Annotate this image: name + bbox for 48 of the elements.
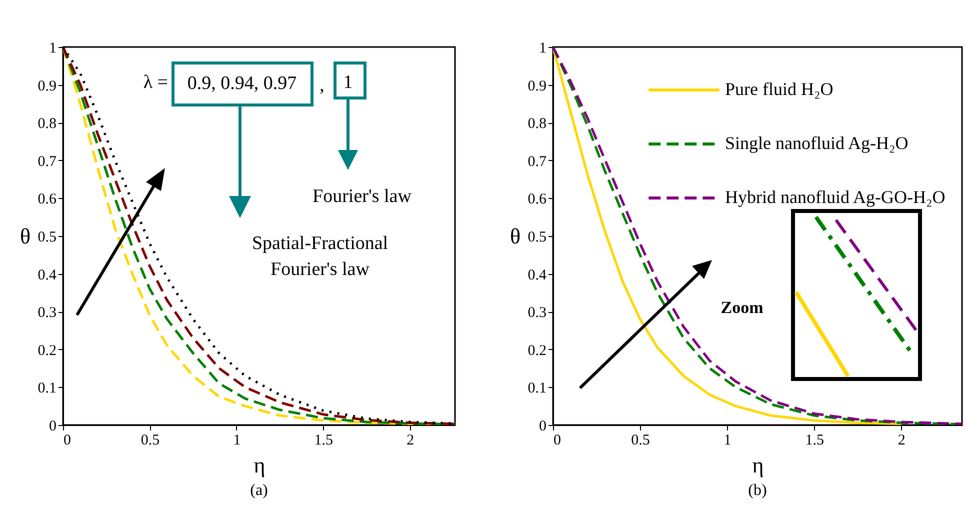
y-axis-title: θ — [510, 224, 520, 248]
y-tick-label: 0.7 — [528, 154, 547, 170]
x-axis-title: η — [752, 452, 764, 478]
x-tick-label: 0.5 — [631, 432, 650, 448]
y-tick-label: 0.1 — [528, 380, 546, 397]
x-tick-label: 2 — [898, 432, 906, 448]
y-tick-label: 0.3 — [38, 305, 56, 322]
y-tick-label: 0 — [539, 418, 546, 434]
y-tick-label: 0.4 — [38, 267, 57, 284]
annotation: 1 — [343, 72, 353, 93]
legend-label: Hybrid nanofluid Ag-GO-H₂O — [725, 187, 946, 207]
legend-label: Pure fluid H₂O — [725, 79, 834, 99]
x-tick-label: 0.5 — [140, 432, 160, 448]
annotation: λ = — [143, 72, 168, 93]
legend-label: Single nanofluid Ag-H₂O — [725, 133, 908, 153]
x-axis-title: η — [254, 452, 266, 478]
annotation: 0.9, 0.94, 0.97 — [187, 73, 297, 94]
y-tick-label: 0.2 — [528, 342, 546, 359]
text: (a) — [250, 482, 268, 499]
y-tick-label: 0.9 — [528, 78, 546, 94]
y-tick-label: 0 — [49, 418, 56, 434]
y-tick-label: 0.9 — [38, 78, 56, 94]
y-tick-label: 0.5 — [38, 230, 56, 246]
x-tick-label: 0 — [554, 432, 561, 448]
annotation: Fourier's law — [312, 186, 412, 207]
annotation: Spatial-Fractional Fourier's law — [252, 233, 388, 280]
y-tick-label: 0.5 — [528, 230, 546, 246]
text: (b) — [748, 482, 767, 499]
x-tick-label: 2 — [406, 432, 414, 448]
y-tick-label: 0.8 — [38, 116, 56, 132]
y-tick-label: 0.8 — [528, 116, 546, 132]
x-tick-label: 1.5 — [805, 432, 824, 448]
y-axis-title: θ — [20, 224, 30, 248]
y-tick-label: 0.2 — [38, 342, 56, 359]
x-tick-label: 1 — [724, 432, 732, 448]
y-tick-label: 1 — [49, 40, 56, 56]
annotation: Zoom — [720, 298, 764, 317]
y-tick-label: 0.3 — [528, 305, 546, 322]
annotation: , — [320, 75, 324, 96]
y-tick-label: 0.6 — [38, 192, 57, 208]
y-tick-label: 0.4 — [528, 267, 547, 284]
x-tick-label: 0 — [64, 432, 71, 448]
y-tick-label: 0.1 — [38, 380, 56, 397]
y-tick-label: 1 — [539, 40, 546, 56]
y-tick-label: 0.6 — [528, 192, 547, 208]
y-tick-label: 0.7 — [38, 154, 57, 170]
x-tick-label: 1.5 — [314, 432, 334, 448]
x-tick-label: 1 — [233, 432, 241, 448]
